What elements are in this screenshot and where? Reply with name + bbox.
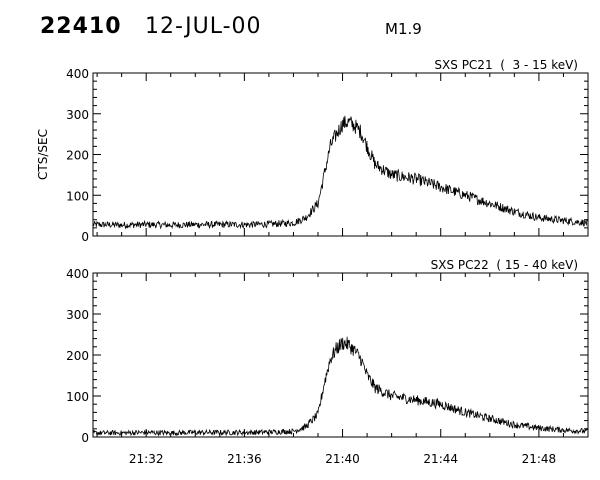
- y-tick-label: 100: [66, 189, 89, 203]
- y-tick-label: 400: [66, 67, 89, 81]
- series-line-2-1: [92, 336, 588, 437]
- series-line-1-1: [92, 115, 588, 230]
- x-tick-label: 21:40: [325, 452, 360, 466]
- y-axis-label: CTS/SEC: [36, 129, 50, 180]
- y-tick-label: 200: [66, 149, 89, 163]
- event-date: 12-JUL-00: [145, 14, 262, 39]
- y-tick-label: 300: [66, 108, 89, 122]
- y-tick-label: 100: [66, 390, 89, 404]
- x-tick-label: 21:48: [522, 452, 557, 466]
- panel-title-1: SXS PC21 ( 3 - 15 keV): [434, 58, 578, 72]
- x-tick-label: 21:44: [423, 452, 458, 466]
- y-tick-label: 0: [81, 431, 89, 445]
- y-tick-label: 0: [81, 230, 89, 244]
- x-tick-label: 21:36: [227, 452, 262, 466]
- y-tick-label: 400: [66, 267, 89, 281]
- y-tick-label: 200: [66, 349, 89, 363]
- panel-title-2: SXS PC22 ( 15 - 40 keV): [431, 258, 578, 272]
- event-id: 22410: [40, 14, 122, 39]
- plot-frame-2: [92, 272, 589, 438]
- y-tick-label: 300: [66, 308, 89, 322]
- flare-class: M1.9: [385, 20, 422, 38]
- x-tick-label: 21:32: [129, 452, 164, 466]
